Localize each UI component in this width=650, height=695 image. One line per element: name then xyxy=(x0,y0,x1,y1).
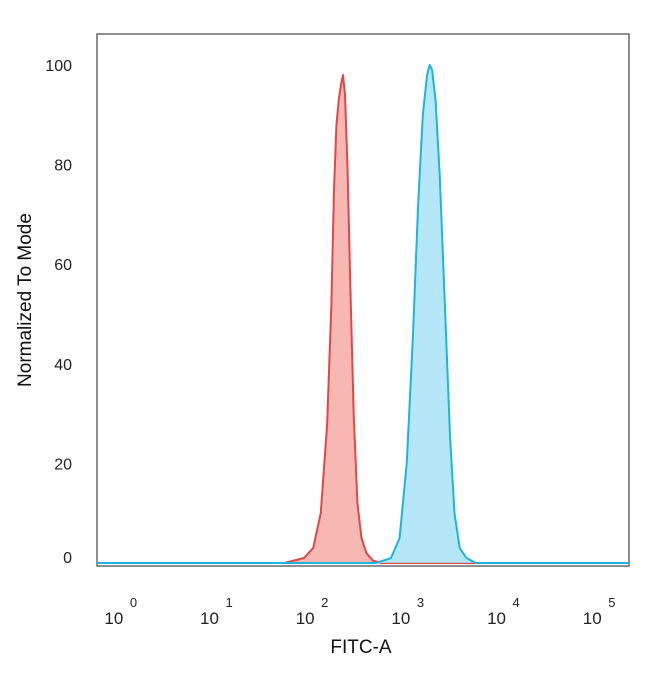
x-tick-exponent-4: 4 xyxy=(513,595,520,610)
x-tick-exponent-3: 3 xyxy=(417,595,424,610)
y-tick-label-100: 100 xyxy=(45,58,72,75)
y-axis-title: Normalized To Mode xyxy=(15,213,36,387)
y-axis: 0 20 40 60 80 100 xyxy=(45,58,72,567)
x-tick-exponent-5: 5 xyxy=(608,595,615,610)
y-tick-label-60: 60 xyxy=(54,257,72,274)
plot-frame xyxy=(96,33,630,567)
series-layer xyxy=(97,64,629,564)
x-tick-label-5: 10 xyxy=(583,609,602,628)
y-tick-label-0: 0 xyxy=(63,550,72,567)
x-tick-label-0: 10 xyxy=(104,609,123,628)
x-tick-label-1: 10 xyxy=(200,609,219,628)
x-tick-label-3: 10 xyxy=(391,609,410,628)
y-tick-label-40: 40 xyxy=(54,357,72,374)
x-tick-exponent-2: 2 xyxy=(321,595,328,610)
x-tick-exponent-1: 1 xyxy=(226,595,233,610)
x-axis: 10 0 10 1 10 2 10 3 10 4 10 5 xyxy=(104,595,615,628)
x-tick-label-2: 10 xyxy=(296,609,315,628)
series-1-line xyxy=(97,73,629,564)
series-2-line xyxy=(97,64,629,564)
x-tick-label-4: 10 xyxy=(487,609,506,628)
y-tick-label-20: 20 xyxy=(54,456,72,473)
x-tick-exponent-0: 0 xyxy=(130,595,137,610)
x-axis-title: FITC-A xyxy=(330,637,392,658)
y-tick-label-80: 80 xyxy=(54,158,72,175)
